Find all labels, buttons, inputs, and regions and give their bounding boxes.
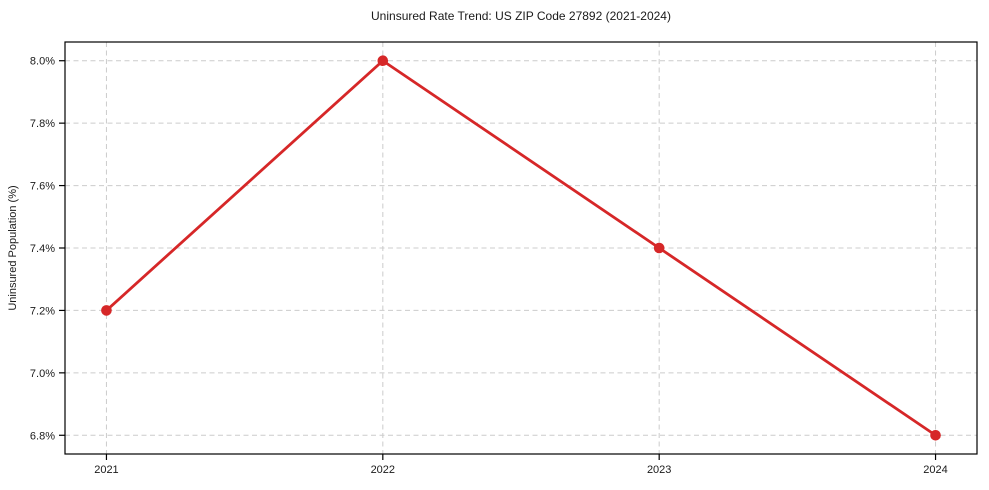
- data-point-marker: [377, 55, 389, 67]
- chart-title: Uninsured Rate Trend: US ZIP Code 27892 …: [371, 9, 671, 23]
- y-tick-label: 6.8%: [30, 430, 55, 442]
- data-point-marker: [653, 242, 665, 254]
- y-tick-label: 7.6%: [30, 181, 55, 193]
- y-axis-label: Uninsured Population (%): [7, 185, 19, 311]
- x-tick-label: 2021: [94, 464, 118, 476]
- data-point-marker: [101, 305, 112, 316]
- x-tick-label: 2023: [647, 464, 671, 476]
- y-tick-label: 7.0%: [30, 368, 55, 380]
- x-tick-label: 2022: [371, 464, 395, 476]
- y-tick-label: 7.8%: [30, 118, 55, 130]
- plot-frame: [64, 41, 978, 455]
- y-tick-label: 8.0%: [30, 56, 55, 68]
- x-tick-label: 2024: [923, 464, 947, 476]
- data-point-marker: [930, 429, 941, 441]
- y-tick-label: 7.2%: [30, 305, 55, 317]
- data-line: [105, 59, 937, 437]
- y-tick-label: 7.4%: [30, 243, 55, 255]
